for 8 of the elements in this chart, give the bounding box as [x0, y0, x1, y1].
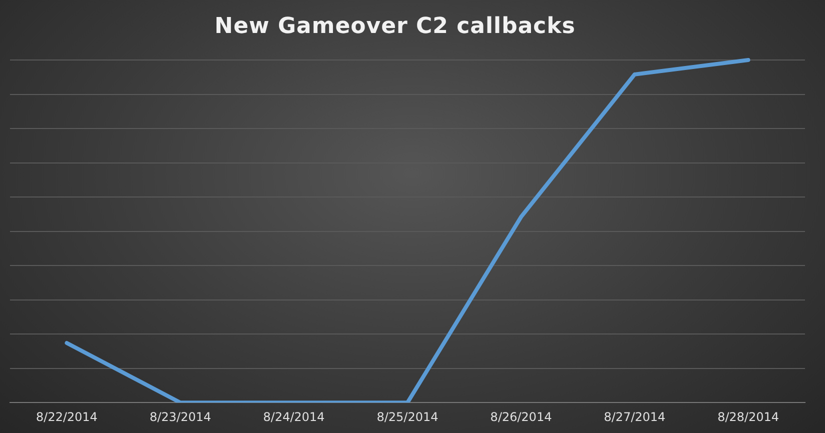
chart-title: New Gameover C2 callbacks	[214, 14, 576, 39]
x-tick-label: 8/28/2014	[717, 410, 779, 424]
x-tick-label: 8/25/2014	[376, 410, 438, 424]
x-tick-label: 8/24/2014	[263, 410, 325, 424]
x-tick-label: 8/23/2014	[150, 410, 212, 424]
x-tick-label: 8/22/2014	[36, 410, 98, 424]
x-tick-label: 8/27/2014	[604, 410, 666, 424]
x-tick-label: 8/26/2014	[490, 410, 552, 424]
